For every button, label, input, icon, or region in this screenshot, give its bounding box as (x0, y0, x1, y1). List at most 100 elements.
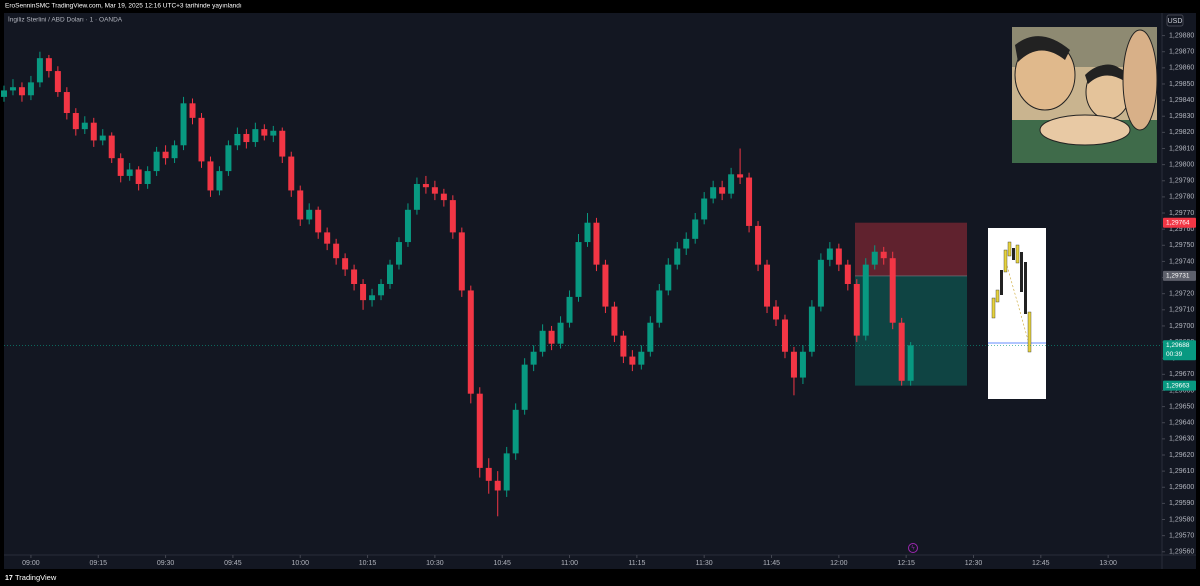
symbol: İngiliz Sterlini / ABD Doları · 1 · OAND… (8, 15, 123, 24)
candle-body (90, 122, 97, 141)
x-tick-label: 10:45 (493, 560, 511, 567)
candle-body (108, 135, 115, 159)
candle-body (279, 130, 286, 157)
candle-body (593, 222, 600, 265)
candle-body (764, 264, 771, 307)
candle-body (853, 284, 860, 336)
candle-body (817, 259, 824, 307)
x-tick-label: 10:00 (291, 560, 309, 567)
y-tick-label: 1,29670 (1169, 371, 1194, 378)
y-tick-label: 1,29860 (1169, 65, 1194, 72)
candle-body (189, 103, 196, 118)
candles (1, 51, 914, 517)
y-tick-label: 1,29820 (1169, 129, 1194, 136)
candle-body (324, 232, 331, 244)
candle-body (360, 284, 367, 301)
y-tick-label: 1,29580 (1169, 516, 1194, 523)
y-tick-label: 1,29760 (1169, 226, 1194, 233)
candle-body (225, 145, 232, 172)
candle-body (1, 90, 7, 97)
candle-body (72, 113, 79, 130)
candle-body (180, 103, 187, 146)
x-tick-label: 10:15 (359, 560, 377, 567)
candle-body (826, 248, 833, 260)
candle-body (54, 71, 61, 93)
x-tick-label: 09:45 (224, 560, 242, 567)
candle-body (889, 258, 896, 323)
candle-body (611, 306, 618, 336)
candle-body (799, 351, 806, 378)
candle-body (710, 187, 717, 199)
candle-body (566, 296, 573, 323)
y-tick-label: 1,29750 (1169, 242, 1194, 249)
footer: TradingView (15, 573, 57, 582)
y-tick-label: 1,29840 (1169, 97, 1194, 104)
x-tick-label: 12:45 (1032, 560, 1050, 567)
price-label: 1,29663 (1166, 382, 1190, 389)
y-tick-label: 1,29880 (1169, 32, 1194, 39)
candle-body (862, 264, 869, 336)
candle-body (683, 238, 690, 249)
candle-body (647, 322, 654, 352)
candle-body (387, 264, 393, 284)
y-tick-label: 1,29700 (1169, 323, 1194, 330)
candle-body (342, 258, 349, 270)
x-tick-label: 12:00 (830, 560, 848, 567)
candle-body (584, 222, 591, 243)
candle-body (701, 198, 708, 220)
y-tick-label: 1,29790 (1169, 178, 1194, 185)
candle-body (746, 177, 753, 226)
candle-body (270, 130, 277, 136)
candle-body (315, 209, 322, 233)
candle-body (422, 183, 429, 188)
y-tick-label: 1,29770 (1169, 210, 1194, 217)
price-label-box (1163, 340, 1196, 361)
candle-body (431, 187, 438, 194)
candle-body (378, 284, 385, 296)
candle-body (351, 269, 358, 284)
candle-body (27, 82, 34, 96)
price-label-box (1163, 270, 1196, 281)
y-tick-label: 1,29810 (1169, 145, 1194, 152)
candle-body (719, 187, 726, 194)
candle-body (629, 356, 636, 365)
x-tick-label: 12:30 (965, 560, 983, 567)
candle-body (297, 190, 304, 220)
candle-body (135, 169, 142, 184)
candle-body (369, 295, 376, 301)
candle-body (395, 242, 402, 265)
candle-body (638, 351, 645, 365)
y-tick-label: 1,29560 (1169, 549, 1194, 556)
candle-body (494, 480, 501, 491)
x-tick-label: 09:30 (157, 560, 175, 567)
candle-body (144, 171, 151, 184)
candle-body (808, 306, 815, 352)
candle-body (476, 393, 483, 468)
x-tick-label: 11:15 (628, 560, 645, 567)
candle-body (404, 209, 411, 243)
candle-body (898, 322, 905, 381)
candle-body (539, 330, 546, 352)
event-icon-glyph: ϟ (911, 546, 915, 552)
price-label-box (1163, 217, 1196, 228)
candle-body (45, 58, 52, 72)
y-tick-label: 1,29830 (1169, 113, 1194, 120)
price-countdown: 00:39 (1166, 351, 1183, 358)
candle-body (781, 319, 788, 352)
candle-body (18, 87, 25, 96)
candle-body (880, 251, 887, 259)
candle-body (36, 58, 43, 83)
candle-body (288, 156, 295, 191)
candle-body (503, 453, 510, 491)
y-tick-label: 1,29630 (1169, 436, 1194, 443)
candle-body (449, 200, 456, 233)
event-icon[interactable] (908, 543, 918, 553)
y-tick-label: 1,29870 (1169, 49, 1194, 56)
price-label: 1,29764 (1166, 219, 1190, 226)
y-tick-label: 1,29620 (1169, 452, 1194, 459)
mini-chart (988, 228, 1046, 399)
candle-body (234, 133, 241, 146)
y-tick-label: 1,29720 (1169, 291, 1194, 298)
logo-mark: 17 (5, 575, 13, 582)
